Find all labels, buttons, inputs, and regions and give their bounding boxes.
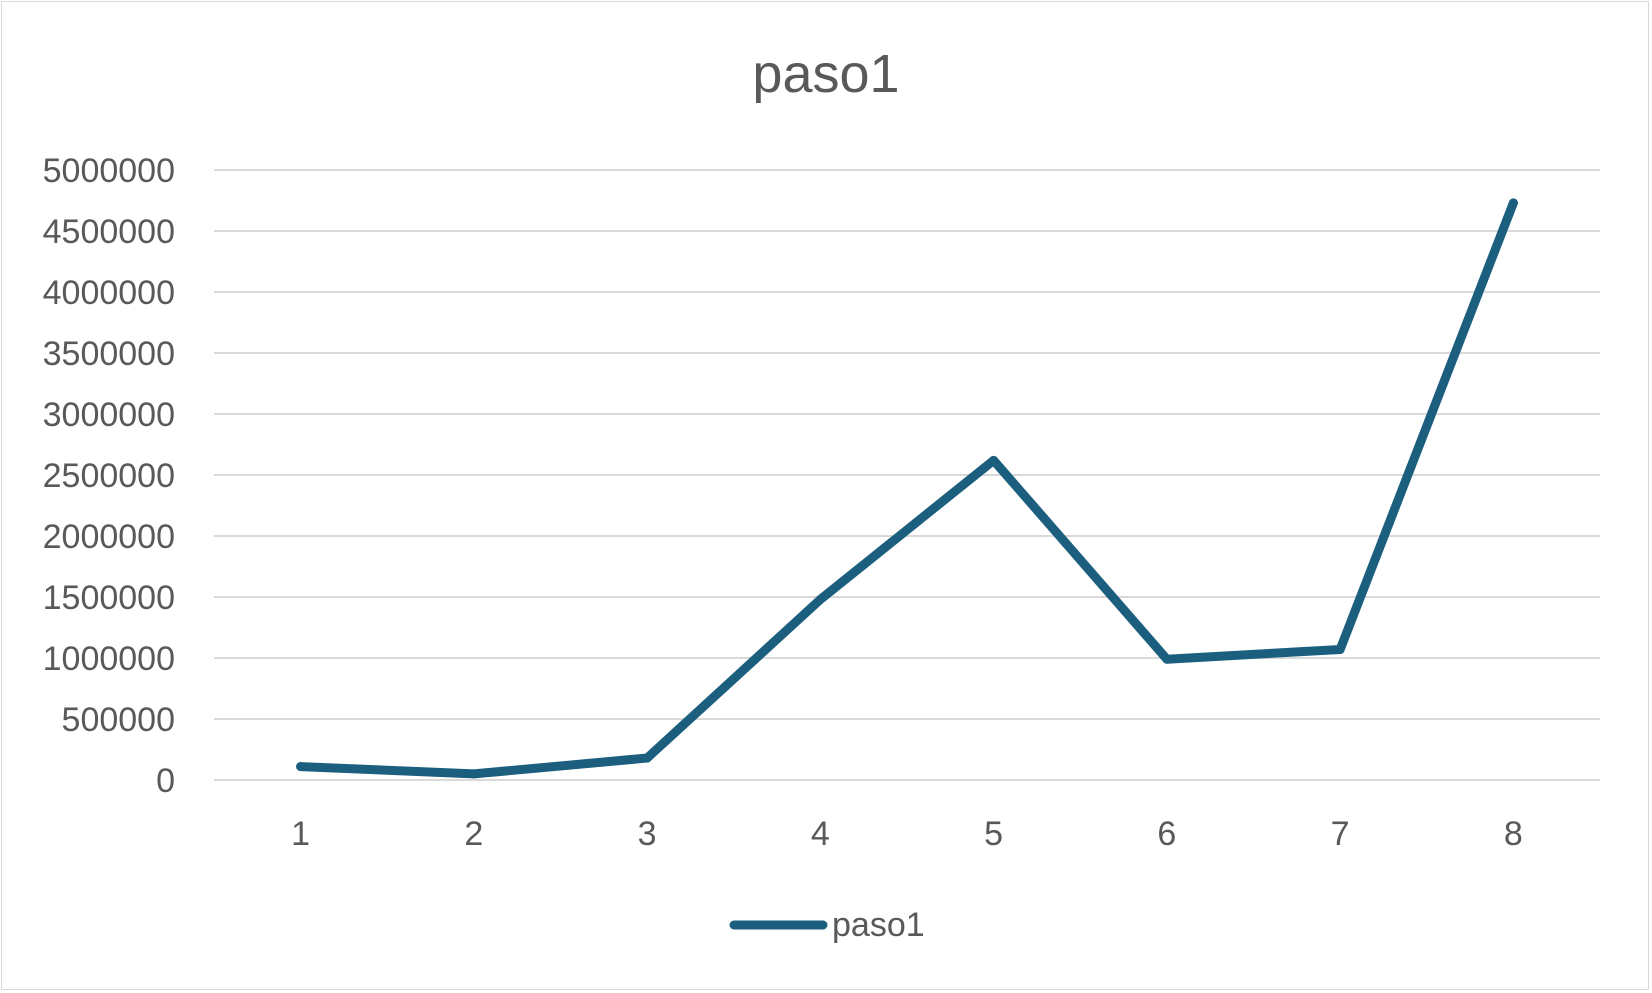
data-point[interactable] xyxy=(989,455,999,465)
chart-title: paso1 xyxy=(752,44,899,104)
y-tick-label: 4000000 xyxy=(43,274,175,312)
y-axis-ticks: 0 500000 1000000 1500000 2000000 2500000 30000… xyxy=(43,152,175,800)
y-tick-label: 2500000 xyxy=(43,457,175,495)
series-group xyxy=(296,198,1518,779)
data-point[interactable] xyxy=(815,594,825,604)
data-point[interactable] xyxy=(1335,644,1345,654)
data-point[interactable] xyxy=(296,762,306,772)
y-tick-label: 0 xyxy=(156,762,175,800)
y-tick-label: 1000000 xyxy=(43,640,175,678)
data-point[interactable] xyxy=(469,769,479,779)
x-tick-label: 1 xyxy=(291,815,310,853)
legend[interactable]: paso1 xyxy=(729,906,925,944)
gridlines xyxy=(214,169,1600,781)
x-tick-label: 7 xyxy=(1331,815,1350,853)
y-tick-label: 3500000 xyxy=(43,335,175,373)
data-point[interactable] xyxy=(1162,654,1172,664)
x-tick-label: 8 xyxy=(1504,815,1523,853)
x-tick-label: 4 xyxy=(811,815,830,853)
y-tick-label: 500000 xyxy=(62,701,175,739)
y-tick-label: 1500000 xyxy=(43,579,175,617)
y-tick-label: 2000000 xyxy=(43,518,175,556)
y-tick-label: 5000000 xyxy=(43,152,175,190)
legend-label-paso1: paso1 xyxy=(832,906,925,944)
data-point[interactable] xyxy=(642,753,652,763)
series-line-paso1[interactable] xyxy=(296,198,1518,779)
x-tick-label: 6 xyxy=(1157,815,1176,853)
x-tick-label: 5 xyxy=(984,815,1003,853)
x-axis-ticks: 1 2 3 4 5 6 7 8 xyxy=(291,815,1523,853)
x-tick-label: 3 xyxy=(638,815,657,853)
x-tick-label: 2 xyxy=(464,815,483,853)
data-point[interactable] xyxy=(1508,198,1518,208)
y-tick-label: 4500000 xyxy=(43,213,175,251)
y-tick-label: 3000000 xyxy=(43,396,175,434)
